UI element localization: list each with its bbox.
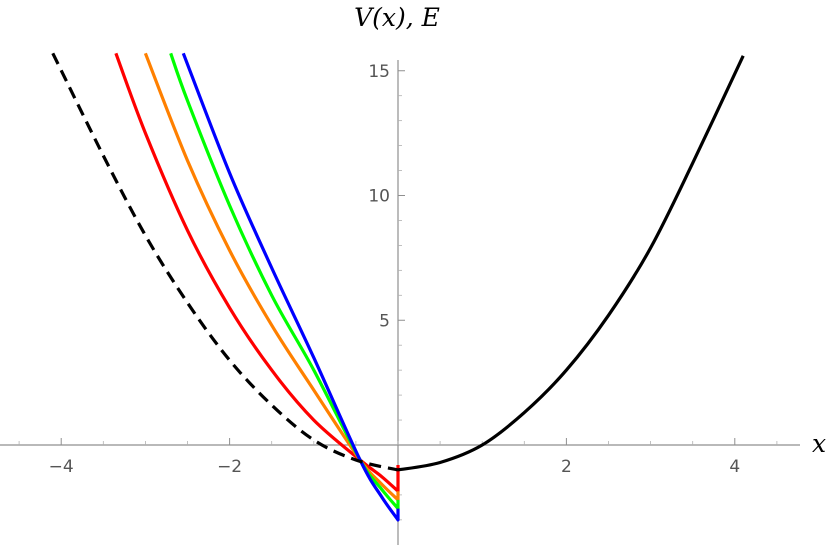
series-line-1 (397, 55, 745, 472)
x-axis-label: x (812, 429, 826, 458)
tick-labels: −4 −2 2 4 5 10 15 (49, 62, 741, 477)
x-tick-label: 2 (561, 457, 572, 477)
series-line-4 (169, 52, 400, 511)
x-tick-label: −4 (49, 457, 74, 477)
plot-curves (51, 52, 745, 522)
axes (0, 60, 800, 545)
series-line-2 (114, 52, 400, 493)
y-axis-label: V(x), E (354, 3, 440, 32)
series-line-5 (181, 52, 400, 522)
series-line-3 (143, 52, 400, 502)
y-tick-label: 10 (368, 187, 390, 207)
axis-ticks (18, 70, 778, 521)
series-line-0 (51, 52, 399, 472)
x-tick-label: 4 (729, 457, 740, 477)
y-tick-label: 5 (379, 311, 390, 331)
x-tick-label: −2 (217, 457, 242, 477)
y-tick-label: 15 (368, 62, 390, 82)
